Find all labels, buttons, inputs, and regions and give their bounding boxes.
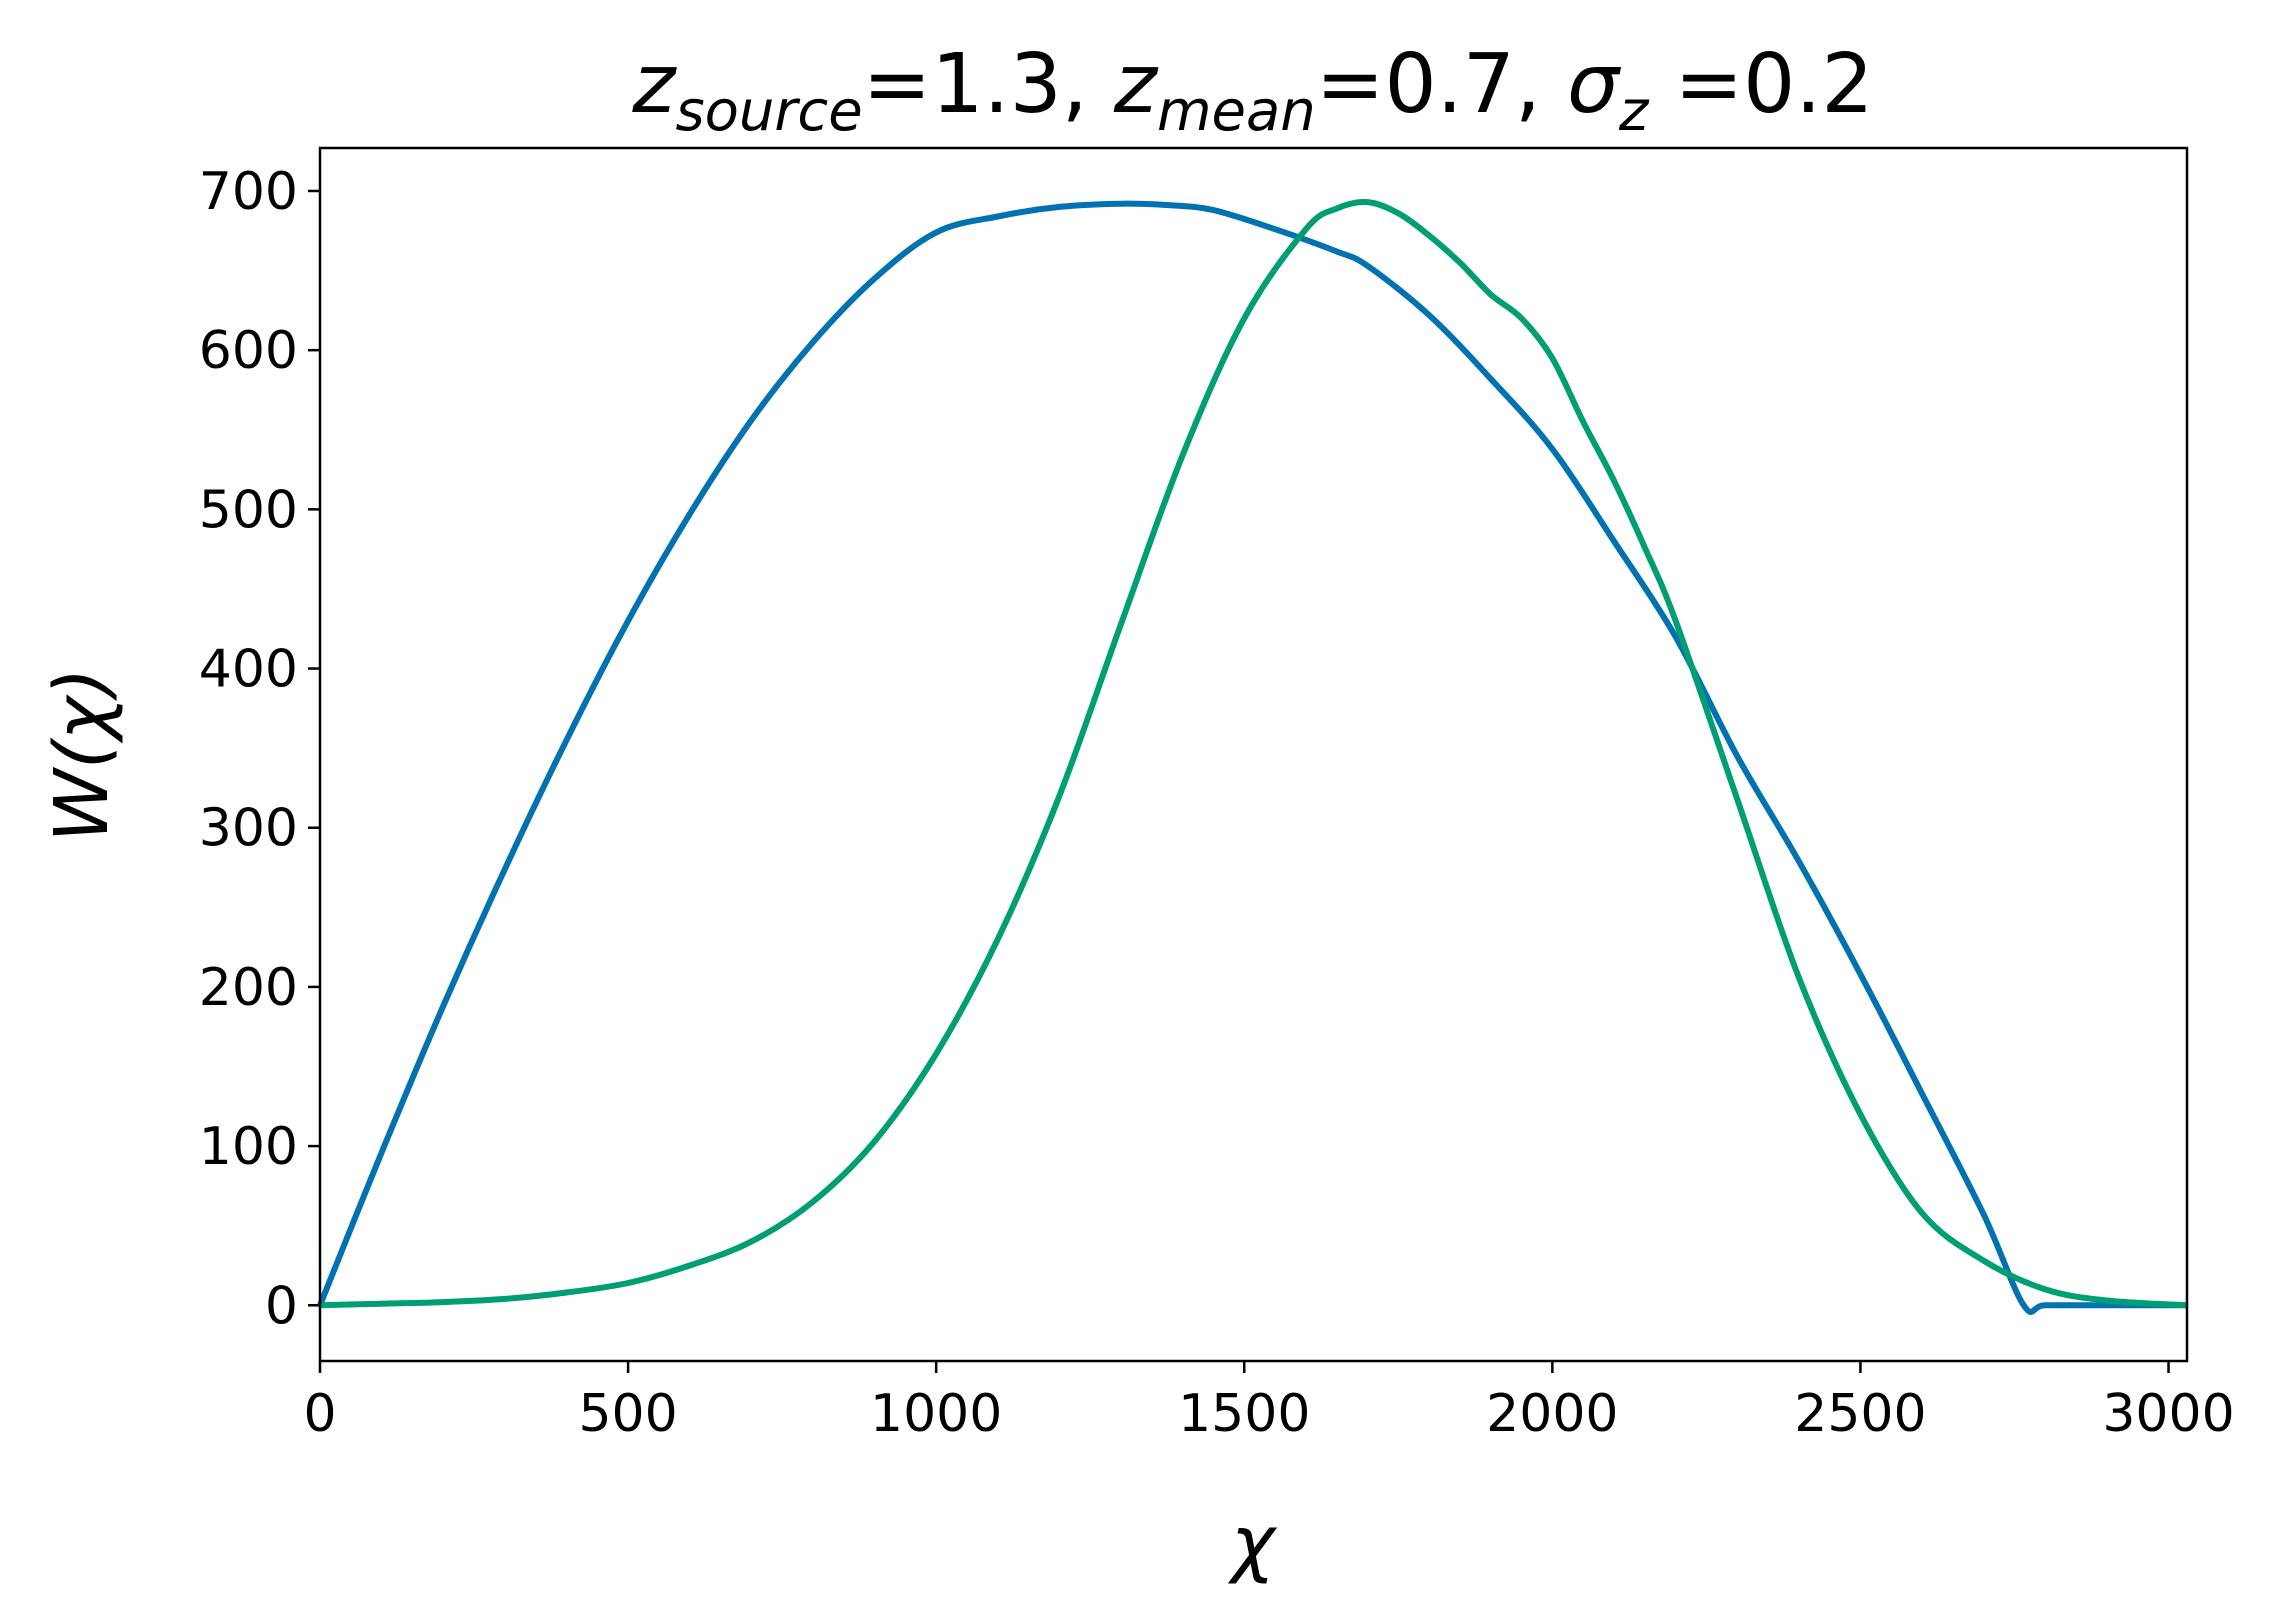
title-part-6: σ	[1567, 37, 1622, 132]
x-tick-label: 2500	[1794, 1384, 1926, 1444]
y-axis-label: W(χ)	[39, 668, 125, 843]
plot-area	[320, 148, 2187, 1361]
x-tick-label: 1500	[1178, 1384, 1310, 1444]
x-tick-label: 500	[578, 1384, 677, 1444]
title-part-3: z	[1113, 37, 1159, 132]
title-part-4: mean	[1157, 79, 1316, 144]
chart-title: zsource=1.3, zmean=0.7, σz =0.2	[631, 37, 1873, 144]
series-line-1	[319, 198, 2188, 1309]
y-tick-label: 500	[199, 480, 298, 540]
title-part-1: source	[675, 79, 862, 144]
y-tick-label: 300	[199, 799, 298, 859]
x-axis-ticks: 0 500 1000 1500 2000 2500 3000	[303, 1361, 2235, 1444]
y-tick-label: 400	[199, 640, 298, 700]
x-axis-label: χ	[1227, 1500, 1278, 1586]
y-tick-label: 600	[199, 321, 298, 381]
x-tick-label: 1000	[870, 1384, 1002, 1444]
x-tick-label: 2000	[1486, 1384, 1618, 1444]
title-part-8: =0.2	[1648, 37, 1873, 132]
series-line-0	[317, 200, 2187, 1315]
y-tick-label: 0	[265, 1276, 298, 1336]
title-part-7: z	[1618, 79, 1650, 144]
y-tick-label: 700	[199, 162, 298, 222]
y-axis-ticks: 0 100 200 300 400 500 600 700	[199, 162, 320, 1336]
plot-frame	[318, 146, 2189, 1363]
y-tick-label: 200	[199, 958, 298, 1018]
title-part-5: =0.7,	[1316, 37, 1567, 132]
title-part-2: =1.3,	[863, 37, 1114, 132]
x-tick-label: 3000	[2102, 1384, 2234, 1444]
x-tick-label: 0	[303, 1384, 336, 1444]
y-tick-label: 100	[199, 1117, 298, 1177]
series-group	[317, 198, 2188, 1315]
title-part-0: z	[631, 37, 677, 132]
